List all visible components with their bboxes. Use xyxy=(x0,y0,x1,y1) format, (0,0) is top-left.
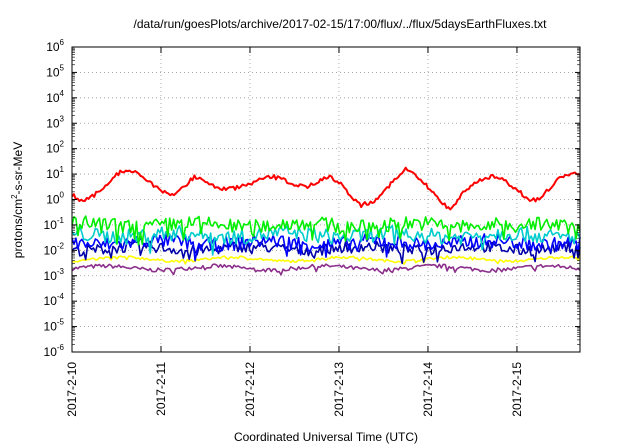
y-tick-exp: 0 xyxy=(60,191,65,200)
y-tick-label: 101 xyxy=(46,165,64,181)
x-tick-label: 2017-2-13 xyxy=(332,362,346,417)
y-tick-exp: 4 xyxy=(60,89,65,98)
y-tick-base: 10 xyxy=(46,91,60,105)
y-axis-label-part1: protons/cm xyxy=(11,199,25,258)
y-tick-label: 10-4 xyxy=(44,292,65,308)
series-layer xyxy=(71,166,581,276)
y-tick-exp: -6 xyxy=(57,343,65,352)
series-line-5 xyxy=(71,255,581,265)
y-tick-exp: -3 xyxy=(57,267,65,276)
grid xyxy=(71,47,580,352)
y-tick-exp: 5 xyxy=(60,63,65,72)
x-tick-label: 2017-2-10 xyxy=(65,362,79,417)
y-tick-base: 10 xyxy=(44,294,58,308)
series-line-6 xyxy=(71,263,581,276)
x-tick-labels: 2017-2-10 2017-2-11 2017-2-12 2017-2-13 2017… xyxy=(65,362,524,417)
y-tick-label: 103 xyxy=(46,114,64,130)
ticks xyxy=(71,46,580,353)
series-line-0 xyxy=(71,166,581,211)
y-tick-label: 105 xyxy=(46,63,64,79)
y-tick-base: 10 xyxy=(46,40,60,54)
x-tick-label: 2017-2-15 xyxy=(510,362,524,417)
y-tick-base: 10 xyxy=(46,116,60,130)
y-tick-label: 10-3 xyxy=(44,267,65,283)
y-axis-label-exp: 2 xyxy=(10,194,19,199)
y-tick-label: 106 xyxy=(46,38,64,54)
y-axis-label: protons/cm2-s-sr-MeV xyxy=(10,142,25,258)
y-tick-base: 10 xyxy=(46,167,60,181)
x-axis-label: Coordinated Universal Time (UTC) xyxy=(234,430,418,444)
y-tick-exp: -2 xyxy=(57,241,65,250)
y-tick-label: 10-6 xyxy=(44,343,65,359)
y-axis-label-part2: -s-sr-MeV xyxy=(11,142,25,195)
y-tick-base: 10 xyxy=(44,243,58,257)
y-tick-label: 104 xyxy=(46,89,64,105)
y-tick-base: 10 xyxy=(44,269,58,283)
y-tick-label: 10-1 xyxy=(44,216,65,232)
series-line-4 xyxy=(71,240,581,265)
y-tick-base: 10 xyxy=(46,142,60,156)
x-tick-label: 2017-2-11 xyxy=(154,362,168,416)
x-tick-label: 2017-2-12 xyxy=(243,362,257,417)
y-tick-base: 10 xyxy=(46,65,60,79)
y-tick-base: 10 xyxy=(46,193,60,207)
y-tick-exp: 3 xyxy=(60,114,65,123)
x-tick-label: 2017-2-14 xyxy=(421,362,435,417)
y-tick-label: 10-5 xyxy=(44,318,65,334)
y-tick-exp: 2 xyxy=(60,140,65,149)
y-tick-base: 10 xyxy=(44,345,58,359)
series-line-1 xyxy=(71,215,581,246)
y-tick-base: 10 xyxy=(44,320,58,334)
y-tick-exp: -1 xyxy=(57,216,65,225)
y-tick-label: 102 xyxy=(46,140,64,156)
y-tick-base: 10 xyxy=(44,218,58,232)
y-tick-labels: 10-610-510-410-310-210-11001011021031041… xyxy=(44,38,65,359)
y-tick-label: 100 xyxy=(46,191,64,207)
y-tick-exp: -4 xyxy=(57,292,65,301)
chart-title: /data/run/goesPlots/archive/2017-02-15/1… xyxy=(134,17,548,31)
y-tick-label: 10-2 xyxy=(44,241,65,257)
series-line-2 xyxy=(71,224,581,256)
y-tick-exp: 1 xyxy=(60,165,65,174)
y-tick-exp: 6 xyxy=(60,38,65,47)
y-tick-exp: -5 xyxy=(57,318,65,327)
